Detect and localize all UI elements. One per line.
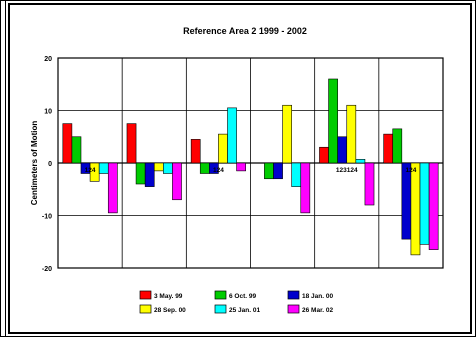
category-label: 124 xyxy=(85,167,96,174)
legend-label: 3 May. 99 xyxy=(154,293,183,300)
bar xyxy=(428,162,439,250)
bar xyxy=(163,162,173,174)
bar xyxy=(264,162,274,180)
category-label: 124 xyxy=(405,167,416,174)
bar xyxy=(392,128,403,164)
legend: 3 May. 99 6 Oct. 99 18 Jan. 00 28 Sep. 00 25… xyxy=(139,290,333,314)
y-tick-label: 20 xyxy=(44,56,52,63)
bar xyxy=(227,107,237,164)
legend-swatch xyxy=(139,304,152,314)
legend-label: 28 Sep. 00 xyxy=(154,307,186,314)
chart-border xyxy=(8,3,472,334)
bar xyxy=(355,159,366,164)
bar xyxy=(199,162,210,174)
legend-label: 6 Oct. 99 xyxy=(229,293,256,300)
legend-swatch xyxy=(214,290,227,300)
bar xyxy=(328,78,338,164)
bar xyxy=(337,136,348,164)
category-label: 124 xyxy=(213,167,224,174)
legend-swatch xyxy=(287,290,300,300)
bar xyxy=(282,104,292,164)
y-tick-label: -10 xyxy=(42,214,52,221)
bar xyxy=(62,123,73,164)
bars xyxy=(62,78,439,256)
bar xyxy=(190,139,201,164)
y-tick-label: 0 xyxy=(48,161,52,168)
bar xyxy=(126,123,137,164)
bar xyxy=(135,162,146,185)
bar xyxy=(144,162,155,187)
bar xyxy=(209,162,219,174)
legend-swatch xyxy=(139,290,152,300)
category-label: 123124 xyxy=(336,167,358,174)
y-tick-label: 10 xyxy=(44,109,52,116)
bar xyxy=(364,162,375,206)
grid xyxy=(57,57,444,269)
y-ticks: 20 10 0 -10 -20 xyxy=(42,56,52,273)
legend-label: 18 Jan. 00 xyxy=(302,293,333,300)
bar xyxy=(383,133,394,164)
bar xyxy=(71,136,82,164)
bar xyxy=(319,146,329,164)
bar xyxy=(107,162,118,214)
bar xyxy=(410,162,421,256)
bar xyxy=(236,162,246,172)
chart-title: Reference Area 2 1999 - 2002 xyxy=(183,26,307,36)
legend-label: 26 Mar. 02 xyxy=(302,307,333,314)
y-tick-label: -20 xyxy=(42,266,52,273)
legend-swatch xyxy=(287,304,300,314)
bar xyxy=(218,133,228,164)
y-axis-label: Centimeters of Motion xyxy=(30,121,39,206)
bar xyxy=(273,162,283,180)
bar xyxy=(419,162,430,245)
category-labels: 124 124 123124 124 xyxy=(85,167,417,174)
bar xyxy=(172,162,182,201)
bar xyxy=(300,162,311,214)
legend-swatch xyxy=(214,304,227,314)
bar xyxy=(98,162,109,174)
bar xyxy=(291,162,302,187)
bar xyxy=(401,162,412,240)
legend-label: 25 Jan. 01 xyxy=(229,307,260,314)
bar xyxy=(346,104,357,164)
bar xyxy=(153,162,164,172)
